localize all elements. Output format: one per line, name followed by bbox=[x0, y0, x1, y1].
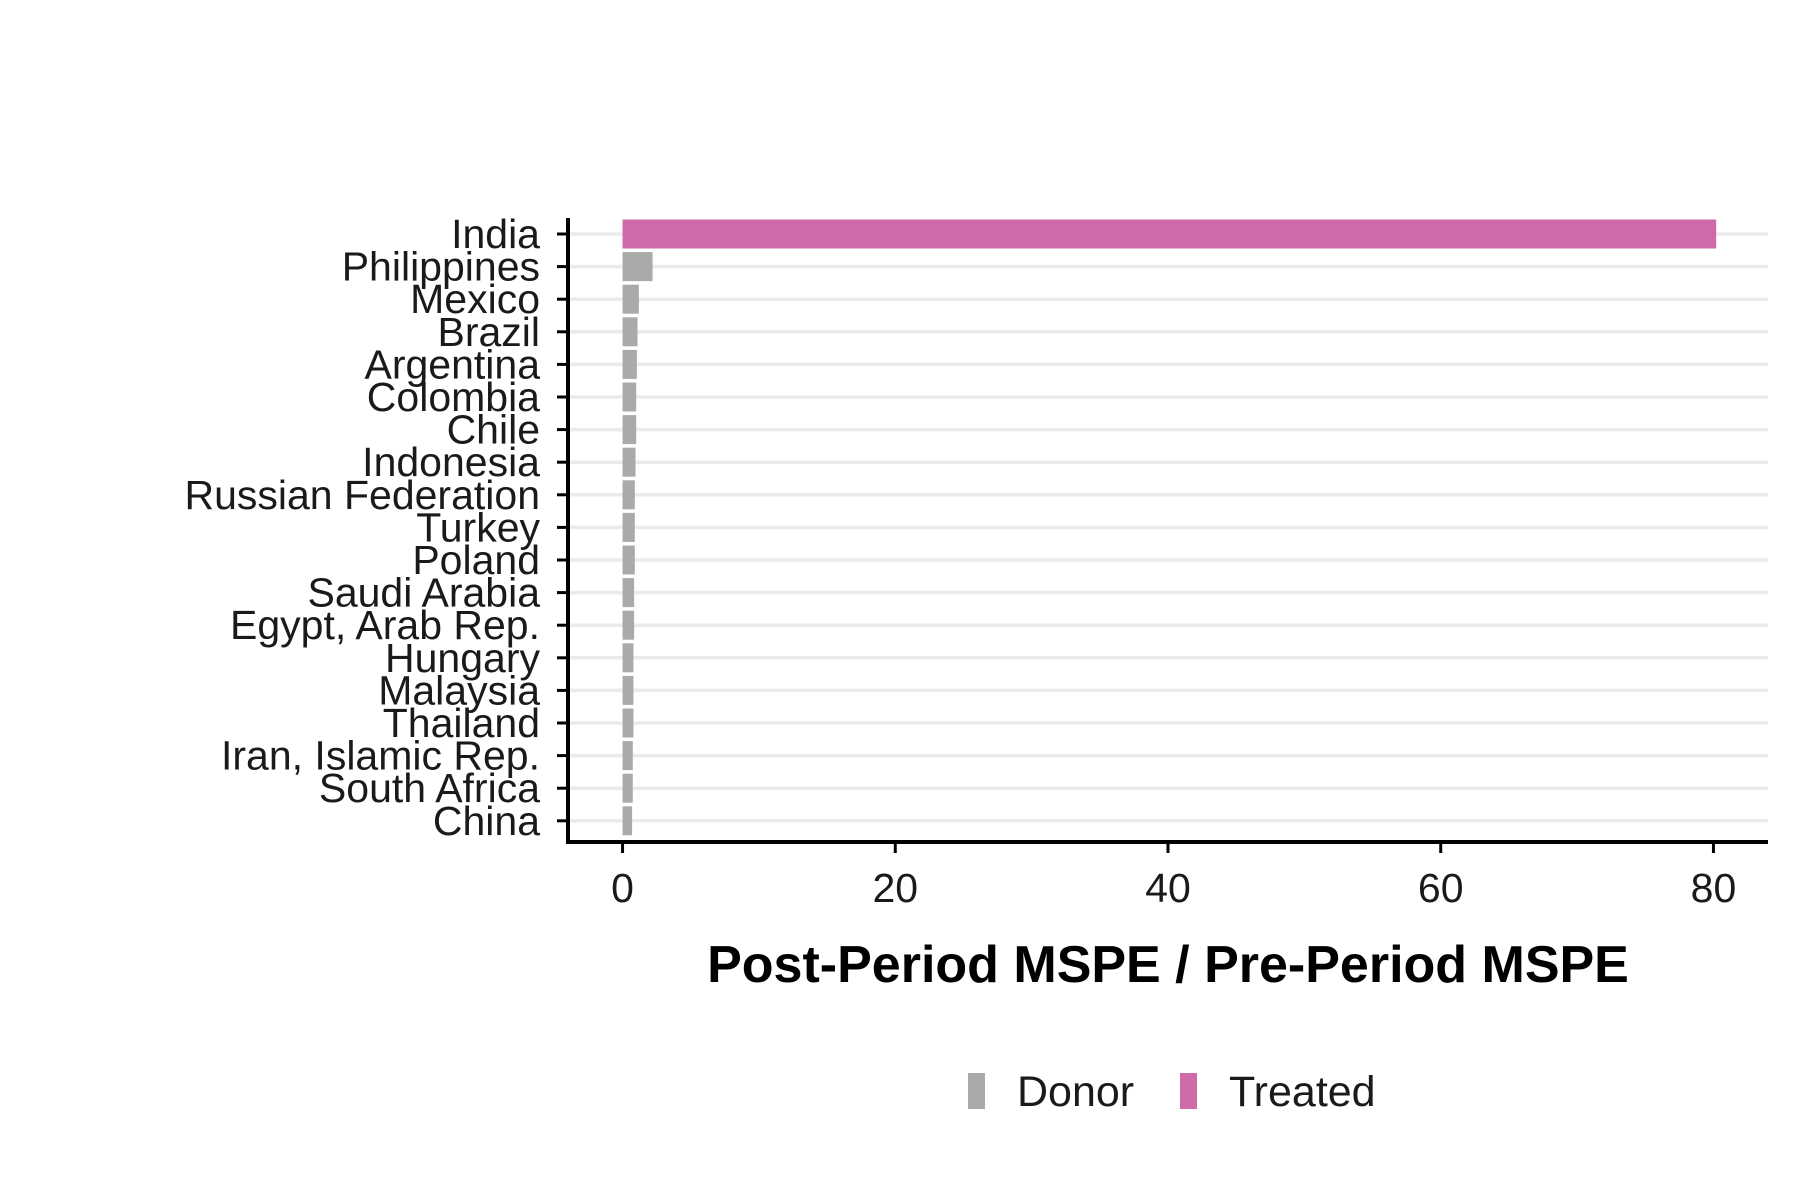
bar-chile bbox=[622, 415, 637, 445]
legend: Donor Treated bbox=[968, 1068, 1376, 1116]
bar-malaysia bbox=[622, 675, 634, 705]
legend-label-donor: Donor bbox=[1017, 1068, 1134, 1116]
category-label-malaysia: Malaysia bbox=[378, 667, 540, 713]
category-label-brazil: Brazil bbox=[437, 309, 540, 355]
axes bbox=[566, 218, 1768, 844]
category-label-colombia: Colombia bbox=[367, 374, 540, 420]
x-tick-label-80: 80 bbox=[1691, 865, 1737, 911]
bar-russian-federation bbox=[622, 480, 635, 510]
category-labels: IndiaPhilippinesMexicoBrazilArgentinaCol… bbox=[184, 211, 540, 844]
bar-india bbox=[622, 219, 1717, 249]
category-label-philippines: Philippines bbox=[342, 244, 540, 290]
category-label-thailand: Thailand bbox=[383, 700, 540, 746]
bar-iran-islamic-rep bbox=[622, 741, 633, 771]
bar-argentina bbox=[622, 349, 637, 379]
category-label-indonesia: Indonesia bbox=[362, 439, 540, 485]
category-label-india: India bbox=[451, 211, 540, 257]
x-axis-ticks: 0 20 40 60 80 bbox=[557, 232, 1737, 911]
legend-label-treated: Treated bbox=[1229, 1068, 1376, 1116]
bar-hungary bbox=[622, 643, 634, 673]
x-axis-title: Post-Period MSPE / Pre-Period MSPE bbox=[707, 936, 1629, 994]
x-tick-label-0: 0 bbox=[611, 865, 634, 911]
bar-thailand bbox=[622, 708, 634, 738]
x-tick-label-20: 20 bbox=[872, 865, 918, 911]
bar-turkey bbox=[622, 512, 635, 542]
legend-swatch-donor bbox=[968, 1073, 985, 1109]
category-label-mexico: Mexico bbox=[410, 276, 540, 322]
category-label-china: China bbox=[433, 798, 540, 844]
category-label-hungary: Hungary bbox=[385, 635, 540, 681]
bar-indonesia bbox=[622, 447, 636, 477]
category-label-russian-federation: Russian Federation bbox=[184, 472, 540, 518]
category-label-argentina: Argentina bbox=[364, 341, 540, 387]
bar-china bbox=[622, 806, 633, 836]
bar-mexico bbox=[622, 284, 639, 314]
category-label-saudi-arabia: Saudi Arabia bbox=[307, 570, 540, 616]
x-tick-label-60: 60 bbox=[1418, 865, 1464, 911]
bar-poland bbox=[622, 545, 635, 575]
legend-swatch-treated bbox=[1180, 1073, 1197, 1109]
bar-south-africa bbox=[622, 773, 633, 803]
category-label-poland: Poland bbox=[412, 537, 540, 583]
x-tick-label-40: 40 bbox=[1145, 865, 1191, 911]
bar-colombia bbox=[622, 382, 637, 412]
bars bbox=[622, 219, 1717, 836]
category-label-iran-islamic-rep: Iran, Islamic Rep. bbox=[221, 733, 540, 779]
bar-brazil bbox=[622, 317, 638, 347]
bar-saudi-arabia bbox=[622, 578, 635, 608]
category-label-turkey: Turkey bbox=[416, 504, 540, 550]
category-label-egypt-arab-rep: Egypt, Arab Rep. bbox=[230, 602, 540, 648]
bar-philippines bbox=[622, 252, 653, 282]
category-label-chile: Chile bbox=[447, 407, 540, 453]
gridlines bbox=[568, 232, 1768, 823]
bar-egypt-arab-rep bbox=[622, 610, 635, 640]
category-label-south-africa: South Africa bbox=[319, 765, 540, 811]
